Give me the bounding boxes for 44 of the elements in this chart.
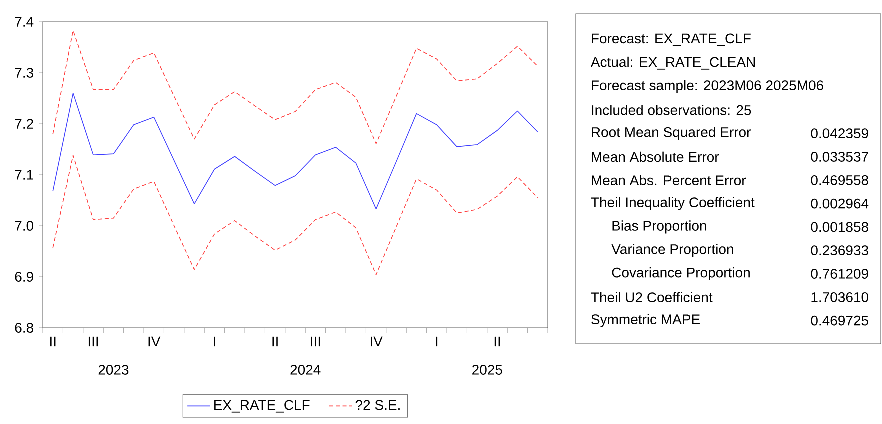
- category-label: Root Mean Squared Error: [592, 127, 751, 140]
- y-tick-label: 7.2: [15, 119, 34, 129]
- legend-label: ?2 S.E.: [356, 400, 400, 410]
- x-tick-label: I: [436, 336, 438, 347]
- x-tick-label: IV: [148, 336, 161, 347]
- text: 2023: [98, 365, 129, 375]
- category-label: Theil Inequality Coefficient: [591, 197, 755, 210]
- legend-label: EX_RATE_CLF: [214, 400, 310, 413]
- text: 2025: [472, 365, 502, 375]
- category-label: Mean Abs. Percent Error: [592, 175, 746, 186]
- x-tick-label: III: [311, 336, 320, 347]
- text: 0.761209: [811, 269, 868, 279]
- text: 0.033537: [811, 152, 868, 162]
- text: Actual: EX_RATE_CLEAN: [590, 56, 756, 70]
- text: 0.469558: [811, 175, 868, 186]
- text: Forecast sample: 2023M06 2025M06: [592, 80, 824, 94]
- category-label: Theil U2 Coefficient: [591, 292, 713, 303]
- y-tick-label: 6.9: [15, 272, 34, 282]
- text: Included observations: 25: [592, 105, 752, 116]
- category-label: Covariance Proportion: [612, 267, 750, 281]
- x-tick-label: II: [272, 336, 278, 347]
- line-series: [52, 30, 538, 144]
- text: 2024: [290, 365, 321, 375]
- text: 0.001858: [811, 222, 868, 232]
- y-tick-label: 7.3: [15, 68, 34, 78]
- text: 0.042359: [811, 128, 868, 139]
- x-tick-label: I: [214, 336, 216, 347]
- y-tick-label: 7.1: [15, 170, 34, 180]
- y-tick-label: 7.4: [15, 17, 34, 27]
- x-tick-label: IV: [370, 336, 383, 347]
- x-tick-label: II: [494, 336, 500, 347]
- x-tick-label: II: [50, 336, 56, 347]
- y-tick-label: 7.0: [15, 221, 34, 231]
- category-label: Variance Proportion: [612, 244, 734, 258]
- text: 0.002964: [811, 198, 869, 209]
- y-tick-label: 6.8: [15, 323, 34, 333]
- text: 0.469725: [811, 316, 868, 326]
- category-label: Bias Proportion: [612, 220, 706, 234]
- text: 0.236933: [811, 246, 868, 256]
- category-label: Mean Absolute Error: [592, 152, 720, 162]
- text: 1.703610: [812, 292, 868, 302]
- category-label: Symmetric MAPE: [592, 314, 700, 328]
- x-tick-label: III: [88, 336, 98, 347]
- text: Forecast: EX_RATE_CLF: [592, 34, 751, 46]
